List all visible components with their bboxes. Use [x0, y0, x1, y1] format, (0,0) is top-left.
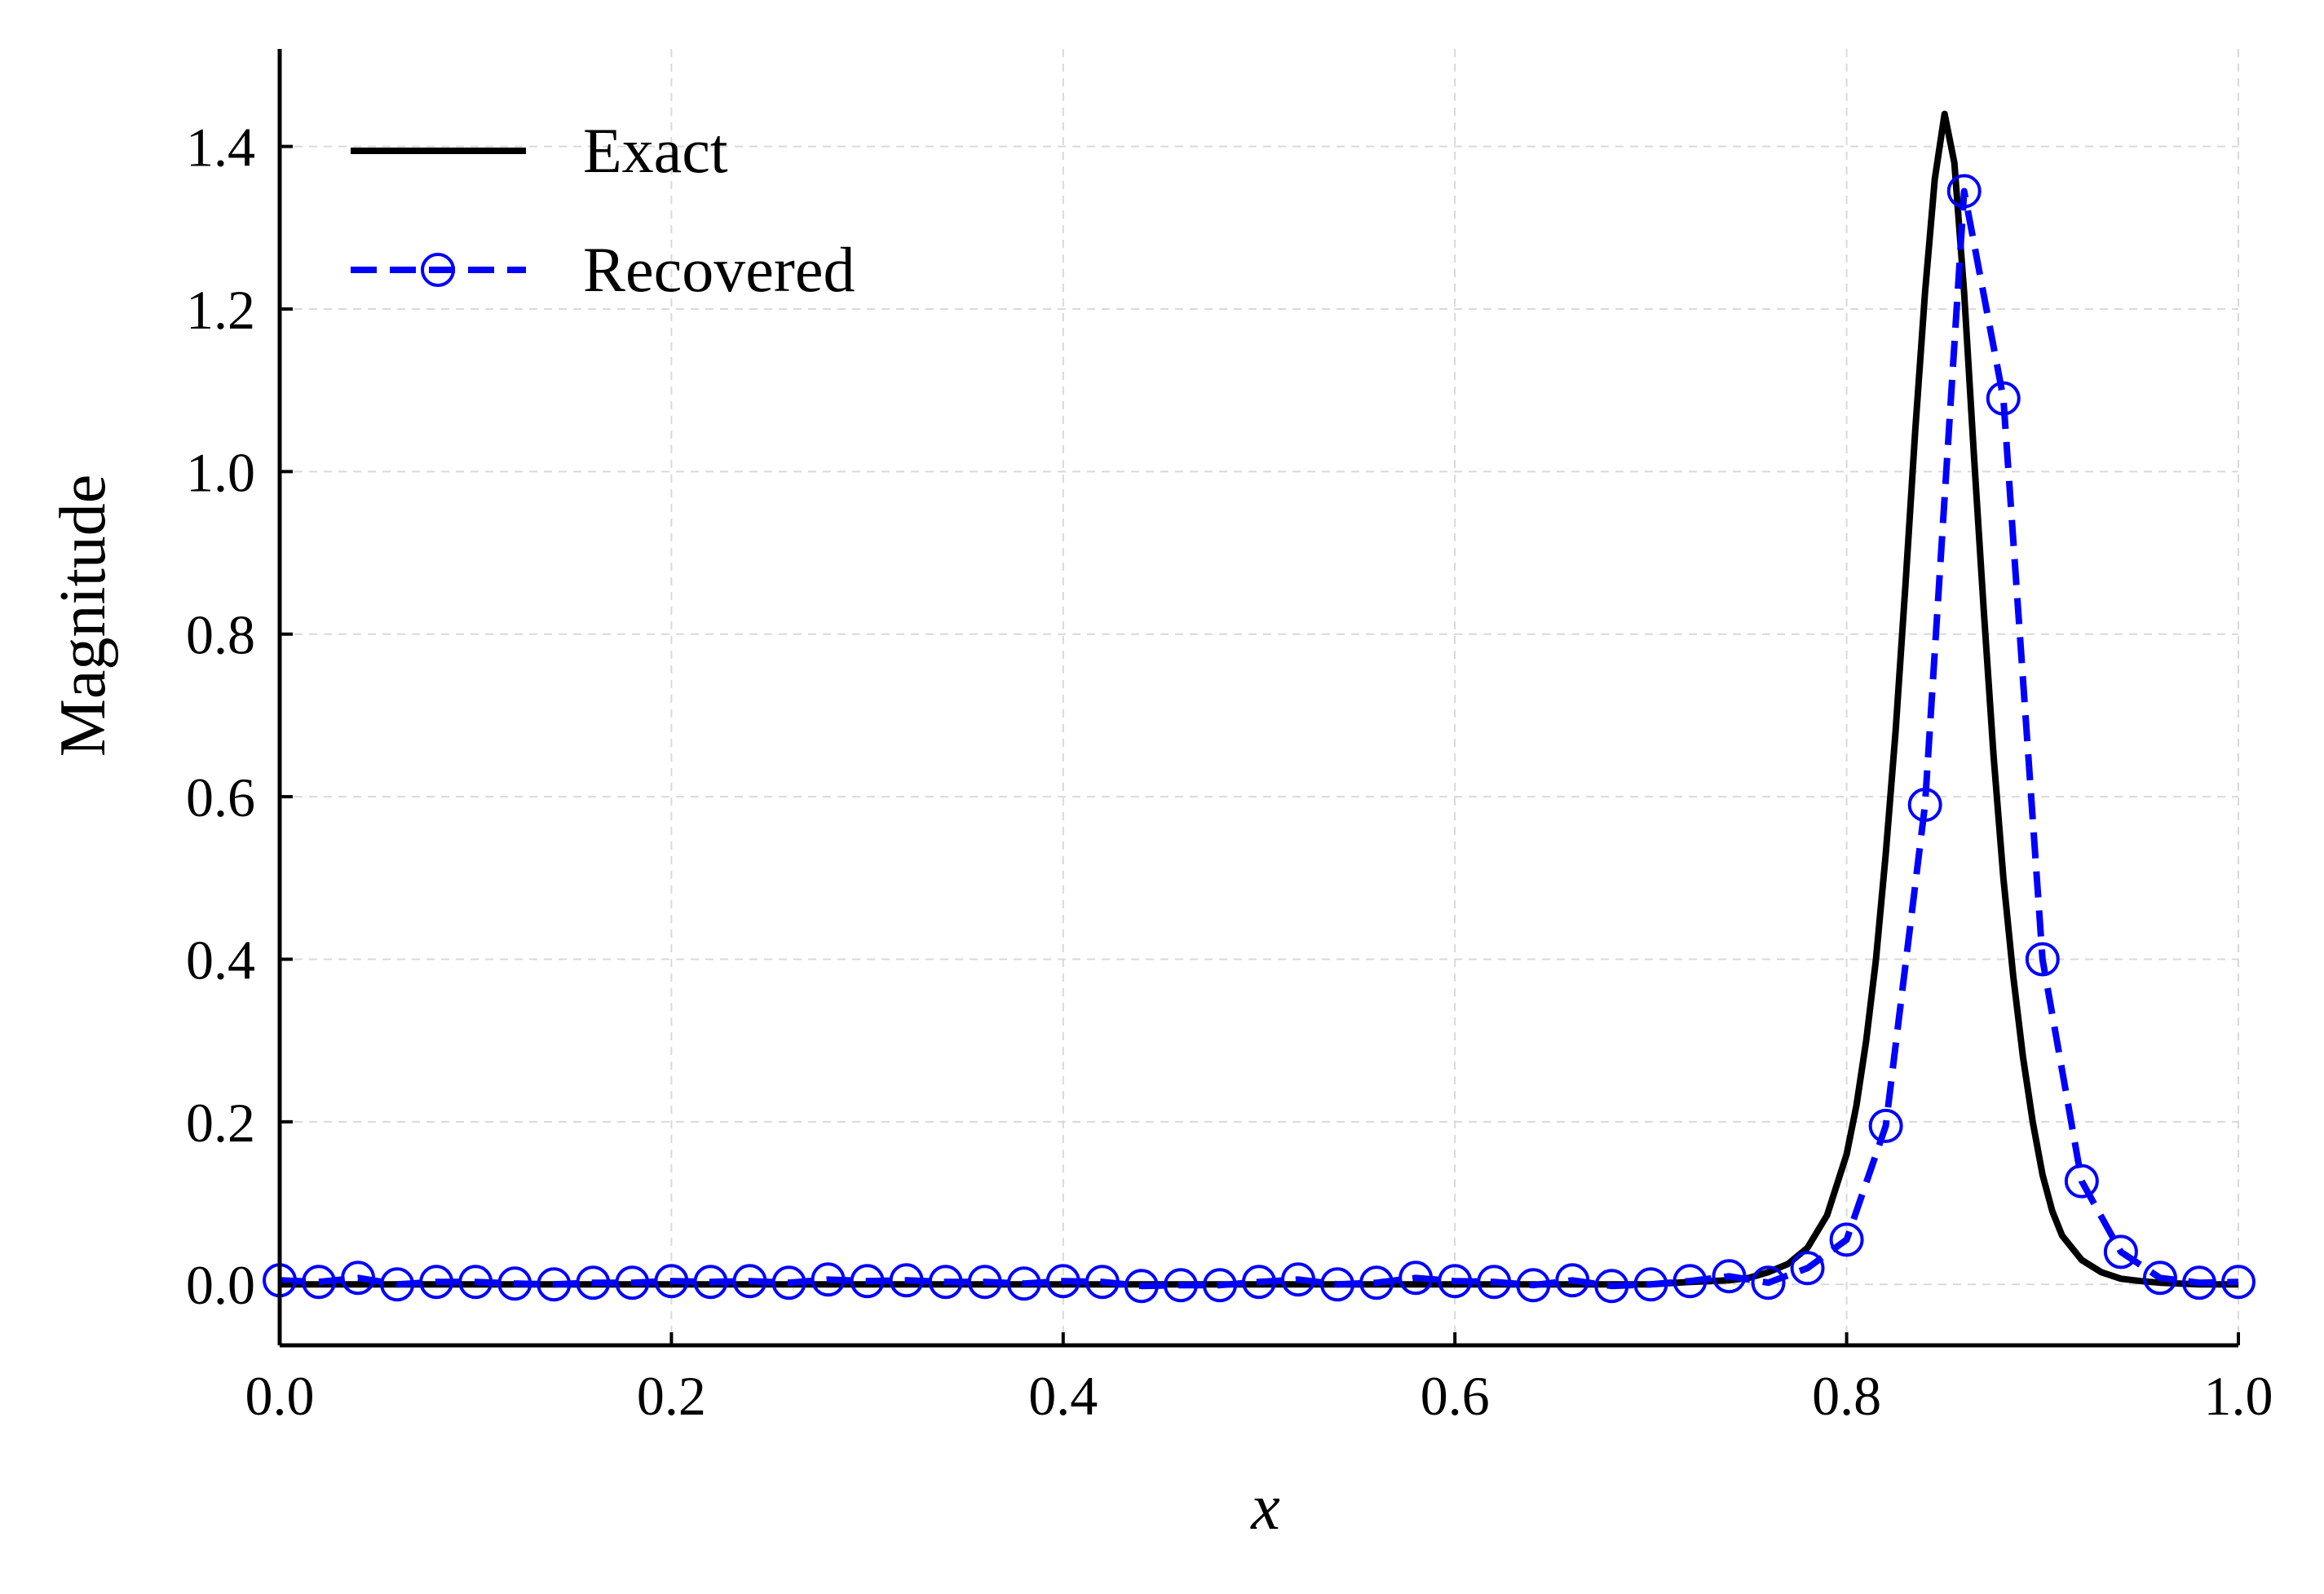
data-point-recovered	[1477, 1265, 1512, 1300]
ticks-layer: 0.0 0.2 0.4 0.6 0.8 1.0 0.0 0.2 0.4 0.6 0.8 1.0 1.2 1…	[186, 117, 2273, 1427]
series-line-exact	[280, 110, 2238, 1288]
data-point-recovered	[1868, 1108, 1903, 1143]
y-tick-label: 1.0	[186, 441, 255, 503]
legend-exact-label: Exact	[583, 115, 728, 186]
data-point-recovered	[1633, 1267, 1668, 1302]
data-point-recovered	[1907, 788, 1942, 823]
data-point-recovered	[928, 1265, 963, 1300]
data-point-recovered	[2221, 1265, 2256, 1300]
data-point-recovered	[1946, 174, 1982, 209]
legend-recovered-label: Recovered	[583, 234, 855, 305]
data-point-recovered	[1516, 1268, 1551, 1303]
data-point-recovered	[1790, 1251, 1825, 1286]
y-tick-label: 0.8	[186, 604, 255, 666]
y-axis-label: Magnitude	[47, 475, 119, 757]
x-axis-label: x	[1250, 1472, 1280, 1543]
data-point-recovered	[2025, 942, 2060, 977]
data-point-recovered	[537, 1267, 572, 1302]
data-point-recovered	[497, 1266, 532, 1301]
legend: Exact Recovered	[351, 115, 855, 305]
x-tick-label: 1.0	[2204, 1365, 2273, 1427]
data-point-recovered	[1594, 1269, 1629, 1304]
y-tick-label: 0.4	[186, 929, 255, 991]
data-point-recovered	[1320, 1267, 1355, 1302]
data-point-recovered	[771, 1265, 806, 1300]
data-point-recovered	[1281, 1262, 1316, 1297]
data-point-recovered	[419, 1265, 454, 1300]
grid-layer	[279, 49, 2239, 1345]
data-point-recovered	[302, 1265, 337, 1300]
data-point-recovered	[1242, 1265, 1276, 1300]
x-tick-label: 0.6	[1420, 1365, 1490, 1427]
data-point-recovered	[458, 1265, 493, 1300]
data-point-recovered	[1085, 1265, 1120, 1300]
data-point-recovered	[2064, 1163, 2099, 1199]
x-tick-label: 0.2	[637, 1365, 706, 1427]
data-point-recovered	[1163, 1268, 1198, 1303]
data-point-recovered	[1712, 1259, 1747, 1294]
series-layer	[263, 110, 2256, 1304]
y-tick-label: 0.0	[186, 1254, 255, 1316]
data-point-recovered	[850, 1264, 885, 1299]
data-point-recovered	[380, 1267, 415, 1302]
data-point-recovered	[2142, 1261, 2177, 1296]
data-point-recovered	[693, 1265, 728, 1300]
data-point-recovered	[889, 1263, 924, 1298]
data-point-recovered	[2103, 1234, 2138, 1269]
data-point-recovered	[1986, 381, 2021, 416]
legend-recovered-marker	[421, 253, 455, 287]
y-tick-label: 1.4	[186, 117, 255, 179]
data-point-recovered	[341, 1261, 376, 1296]
y-tick-label: 0.2	[186, 1092, 255, 1154]
series-line-recovered	[279, 188, 2239, 1290]
data-point-recovered	[1751, 1265, 1786, 1300]
axes-layer	[277, 49, 2238, 1348]
data-point-recovered	[1438, 1264, 1473, 1299]
y-tick-label: 0.6	[186, 766, 255, 828]
data-point-recovered	[1006, 1266, 1041, 1301]
data-point-recovered	[967, 1265, 1002, 1300]
data-point-recovered	[1124, 1269, 1159, 1304]
x-tick-label: 0.8	[1812, 1365, 1881, 1427]
data-point-recovered	[1672, 1264, 1708, 1299]
data-point-recovered	[1359, 1265, 1394, 1300]
data-point-recovered	[615, 1265, 650, 1300]
data-point-recovered	[2181, 1265, 2216, 1300]
data-point-recovered	[811, 1262, 846, 1297]
y-tick-label: 1.2	[186, 279, 255, 341]
x-tick-label: 0.0	[245, 1365, 315, 1427]
data-point-recovered	[1202, 1268, 1237, 1303]
data-point-recovered	[1829, 1222, 1864, 1257]
data-point-recovered	[732, 1264, 767, 1299]
x-tick-label: 0.4	[1028, 1365, 1098, 1427]
data-point-recovered	[1555, 1263, 1590, 1298]
data-point-recovered	[1045, 1264, 1080, 1299]
data-point-recovered	[654, 1264, 689, 1299]
data-point-recovered	[1398, 1261, 1434, 1296]
data-point-recovered	[576, 1265, 611, 1300]
